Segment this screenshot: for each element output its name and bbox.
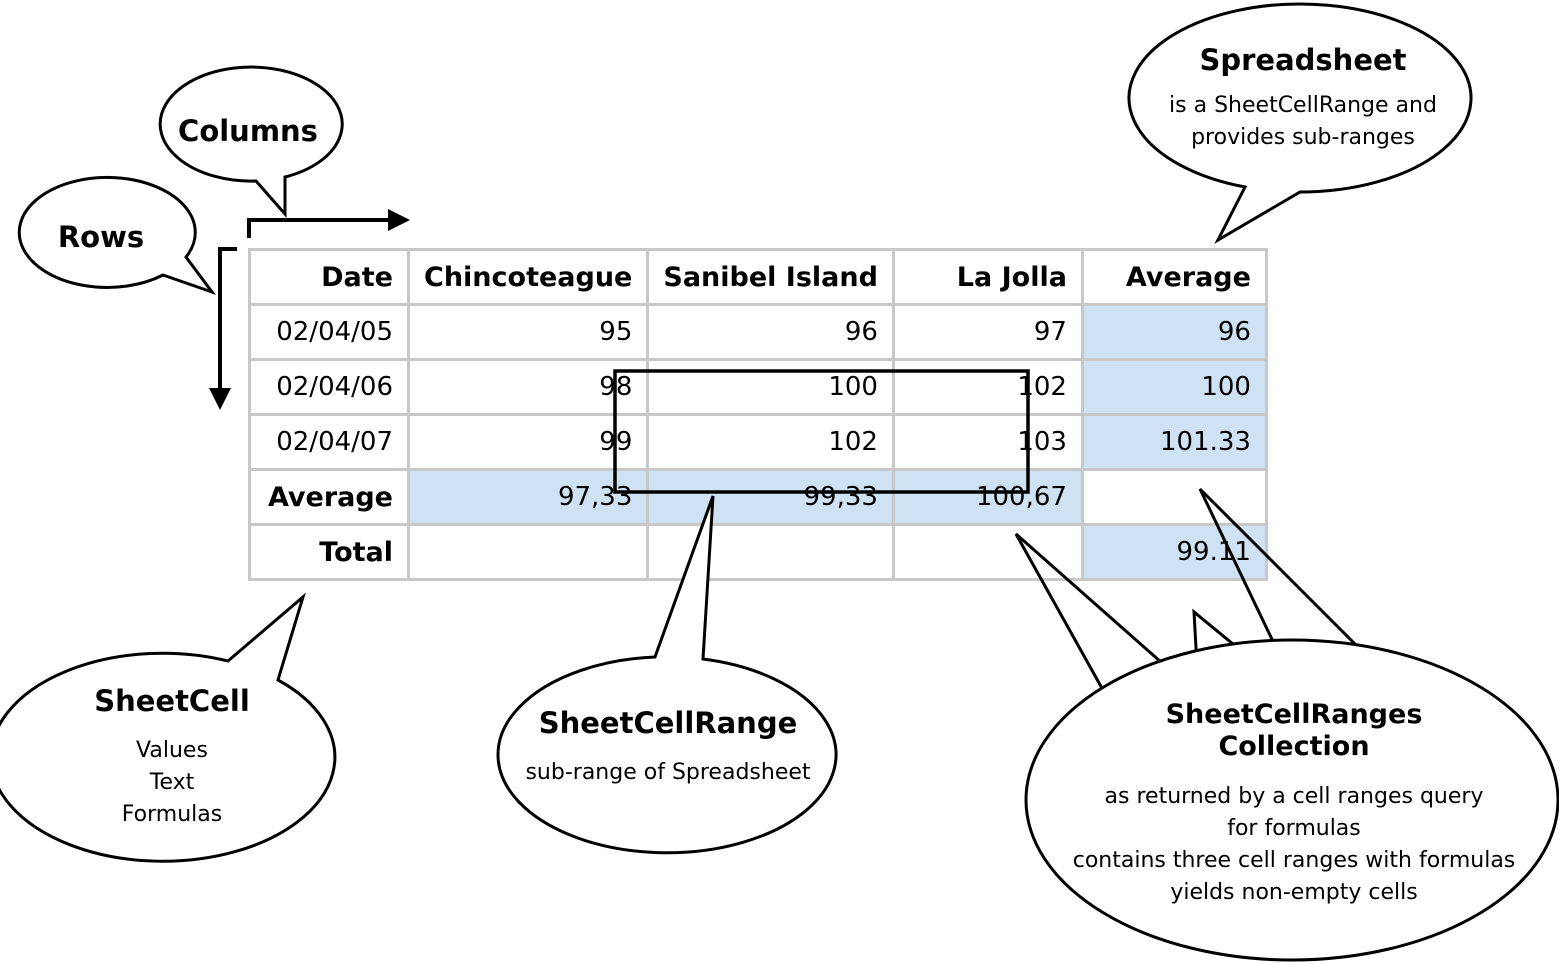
header-cell[interactable]: Sanibel Island: [646, 248, 895, 306]
date-cell[interactable]: 02/04/07: [248, 413, 410, 471]
sheetcell-callout-line: Text: [149, 770, 195, 795]
value-cell[interactable]: 102: [891, 358, 1084, 416]
rows-arrow: [218, 247, 237, 392]
spreadsheet-callout-bubble: [1127, 2, 1473, 244]
formula-cell[interactable]: 99,33: [646, 468, 895, 526]
spreadsheet-callout-line: provides sub-ranges: [1191, 125, 1415, 150]
row-label-cell[interactable]: Total: [248, 523, 410, 581]
formula-cell[interactable]: 99.11: [1080, 523, 1268, 581]
sheetcellranges-callout-line: yields non-empty cells: [1170, 880, 1418, 905]
table-row: 02/04/07 99 102 103 101.33: [248, 413, 1268, 471]
value-cell[interactable]: 97: [891, 303, 1084, 361]
header-row: Date Chincoteague Sanibel Island La Joll…: [248, 248, 1268, 306]
spreadsheet-callout-text: Spreadsheet is a SheetCellRange and prov…: [1133, 44, 1473, 154]
rows-callout-bubble: [17, 175, 217, 296]
empty-cell[interactable]: [406, 523, 650, 581]
empty-cell[interactable]: [646, 523, 895, 581]
spreadsheet-callout-title: Spreadsheet: [1199, 43, 1407, 77]
columns-callout-title: Columns: [178, 114, 318, 148]
value-cell[interactable]: 99: [406, 413, 650, 471]
sheetcellrange-callout-text: SheetCellRange sub-range of Spreadsheet: [498, 707, 838, 789]
row-label-cell[interactable]: Average: [248, 468, 410, 526]
average-row: Average 97,33 99,33 100,67: [248, 468, 1268, 526]
table-row: 02/04/05 95 96 97 96: [248, 303, 1268, 361]
formula-cell[interactable]: 101.33: [1080, 413, 1268, 471]
sheetcell-callout-line: Formulas: [121, 802, 223, 827]
formula-cell[interactable]: 100: [1080, 358, 1268, 416]
sheetcellranges-callout-line: for formulas: [1227, 816, 1361, 841]
sheetcellranges-callout-title: SheetCellRanges: [1165, 699, 1423, 730]
empty-cell[interactable]: [891, 523, 1084, 581]
total-row: Total 99.11: [248, 523, 1268, 581]
sheetcell-callout-text: SheetCell Values Text Formulas: [2, 685, 342, 831]
sheetcellranges-callout-text: SheetCellRanges Collection as returned b…: [1030, 699, 1558, 909]
sheetcellrange-callout-bubble: [496, 495, 838, 855]
spreadsheet-table: Date Chincoteague Sanibel Island La Joll…: [248, 248, 1268, 581]
value-cell[interactable]: 102: [646, 413, 895, 471]
sheetcellranges-callout-title: Collection: [1218, 731, 1370, 762]
rows-callout-title: Rows: [57, 220, 145, 254]
rows-arrowhead: [209, 388, 231, 410]
columns-arrow: [247, 218, 392, 238]
header-cell[interactable]: Chincoteague: [406, 248, 650, 306]
sheetcell-callout-title: SheetCell: [94, 684, 250, 718]
value-cell[interactable]: 95: [406, 303, 650, 361]
empty-cell[interactable]: [1080, 468, 1268, 526]
value-cell[interactable]: 103: [891, 413, 1084, 471]
header-cell[interactable]: Date: [248, 248, 410, 306]
date-cell[interactable]: 02/04/06: [248, 358, 410, 416]
sheetcellranges-pointer: [1014, 487, 1377, 700]
formula-cell[interactable]: 100,67: [891, 468, 1084, 526]
header-cell[interactable]: La Jolla: [891, 248, 1084, 306]
date-cell[interactable]: 02/04/05: [248, 303, 410, 361]
header-cell[interactable]: Average: [1080, 248, 1268, 306]
columns-arrowhead: [388, 209, 410, 231]
value-cell[interactable]: 96: [646, 303, 895, 361]
sheetcell-callout-line: Values: [136, 738, 208, 763]
sheetcellranges-callout-bubble: [1024, 638, 1559, 962]
sheetcell-callout-bubble: [0, 592, 337, 863]
value-cell[interactable]: 100: [646, 358, 895, 416]
sheetcellranges-callout-line: contains three cell ranges with formulas: [1072, 848, 1516, 873]
formula-cell[interactable]: 96: [1080, 303, 1268, 361]
spreadsheet-callout-line: is a SheetCellRange and: [1169, 93, 1437, 118]
sheetcellrange-callout-line: sub-range of Spreadsheet: [525, 760, 811, 785]
sheetcellrange-callout-title: SheetCellRange: [538, 706, 798, 740]
sheetcellrange-outline: [613, 369, 1030, 494]
table-row: 02/04/06 98 100 102 100: [248, 358, 1268, 416]
columns-callout-bubble: [158, 65, 344, 218]
sheetcellranges-callout-line: as returned by a cell ranges query: [1104, 784, 1484, 809]
formula-cell[interactable]: 97,33: [406, 468, 650, 526]
value-cell[interactable]: 98: [406, 358, 650, 416]
